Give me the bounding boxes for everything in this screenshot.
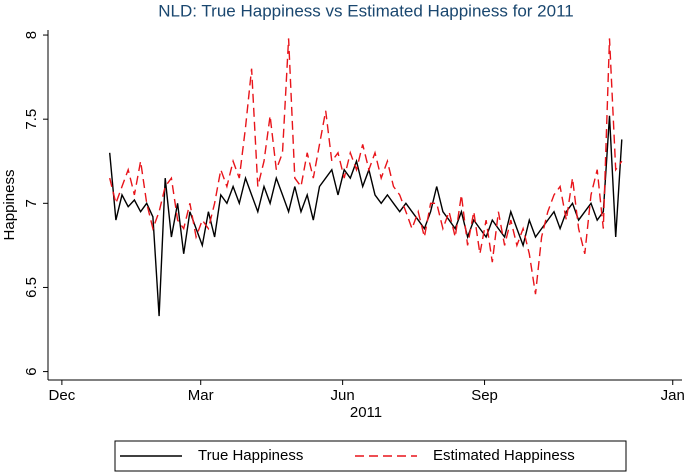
legend-label: True Happiness (198, 447, 303, 464)
y-tick-label: 8 (23, 31, 40, 39)
y-tick-label: 6 (23, 367, 40, 375)
x-tick-label: Sep (471, 387, 498, 404)
y-tick-label: 7 (23, 199, 40, 207)
x-tick-label: Jan (661, 387, 685, 404)
chart-title: NLD: True Happiness vs Estimated Happine… (158, 1, 573, 20)
legend-label: Estimated Happiness (433, 447, 575, 464)
y-tick-label: 6.5 (23, 277, 40, 298)
series-line (109, 115, 623, 317)
y-axis-label: Happiness (1, 170, 18, 241)
x-tick-label: Jun (331, 387, 355, 404)
series-line (109, 38, 623, 295)
y-tick-label: 7.5 (23, 109, 40, 130)
x-tick-label: Mar (188, 387, 214, 404)
x-axis-label: 2011 (350, 404, 382, 421)
x-tick-label: Dec (49, 387, 76, 404)
